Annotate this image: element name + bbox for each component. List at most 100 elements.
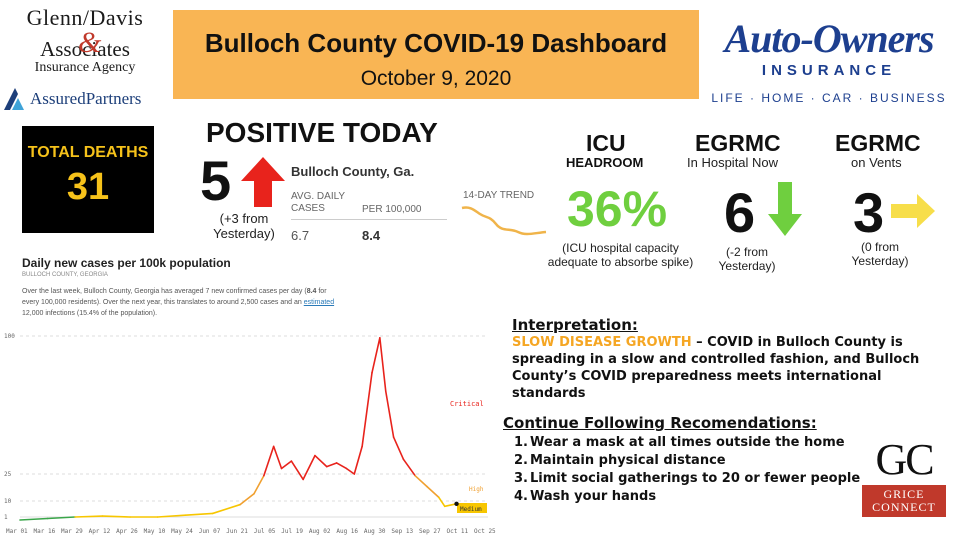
- y-tick-label: 25: [4, 471, 12, 478]
- x-tick-label: Sep 27: [419, 528, 441, 535]
- series-segment: [211, 503, 242, 515]
- series-segment: [156, 514, 186, 518]
- avg-daily-cases-value: 6.7: [291, 228, 310, 243]
- series-segment: [280, 460, 293, 470]
- hospital-title: EGRMC: [695, 130, 781, 156]
- chart-title: Daily new cases per 100k population: [22, 256, 231, 270]
- series-segment: [426, 485, 440, 499]
- list-item: 3. Limit social gatherings to 20 or fewer…: [514, 471, 861, 486]
- series-segment: [19, 517, 49, 521]
- positive-today-title: POSITIVE TODAY: [206, 117, 438, 148]
- series-segment: [402, 458, 417, 477]
- logo-line-3: Insurance Agency: [34, 60, 136, 75]
- x-tick-label: May 10: [144, 528, 166, 535]
- trend-label: 14-DAY TREND: [463, 190, 535, 201]
- threshold-label: Critical: [450, 400, 484, 408]
- total-deaths-value: 31: [66, 166, 110, 208]
- x-tick-label: Aug 30: [364, 528, 386, 535]
- grice-line-2: CONNECT: [872, 500, 936, 514]
- series-segment: [74, 515, 104, 518]
- cases-chart: 1 10 25 100 Critical High Medium Mar 01 Mar 16 Ma…: [4, 333, 496, 535]
- vents-title: EGRMC: [835, 130, 921, 156]
- dashboard-date: October 9, 2020: [360, 67, 512, 90]
- icu-note: (ICU hospital capacity adequate to absor…: [547, 241, 694, 269]
- logo-line-4: AssuredPartners: [30, 89, 142, 108]
- recommendations-title: Continue Following Recomendations:: [503, 414, 817, 432]
- grice-line-1: GRICE: [883, 487, 925, 501]
- hospital-value: 6: [724, 181, 756, 244]
- avg-daily-cases-header: AVG. DAILY CASES: [291, 191, 345, 214]
- x-tick-label: Oct 25: [474, 528, 496, 535]
- x-tick-label: Sep 13: [391, 528, 413, 535]
- series-segment: [438, 496, 446, 508]
- series-segment: [392, 436, 405, 461]
- x-tick-label: Jun 21: [226, 528, 248, 535]
- positive-today-change: (+3 from Yesterday): [213, 211, 275, 241]
- glenn-davis-logo: Glenn/Davis & Associates Insurance Agenc…: [4, 6, 166, 110]
- x-tick-label: Apr 26: [116, 528, 138, 535]
- series-segment: [335, 462, 348, 470]
- series-segment: [384, 390, 395, 438]
- series-segment: [345, 467, 356, 475]
- series-segment: [184, 512, 214, 517]
- series-segment: [253, 475, 265, 495]
- auto-owners-logo: Auto-Owners INSURANCE LIFE · HOME · CAR …: [700, 18, 958, 108]
- current-point: [454, 501, 459, 507]
- x-tick-label: Mar 01: [6, 528, 28, 535]
- x-tick-label: Aug 16: [336, 528, 358, 535]
- series-segment: [325, 462, 338, 468]
- series-segment: [263, 445, 275, 477]
- series-segment: [379, 337, 387, 392]
- county-name: Bulloch County, Ga.: [291, 164, 415, 179]
- threshold-badge: [457, 503, 487, 513]
- x-tick-label: Apr 12: [89, 528, 111, 535]
- estimated-link[interactable]: estimated: [303, 299, 335, 306]
- y-tick-label: 10: [4, 498, 12, 505]
- assured-partners-icon: [4, 88, 24, 110]
- x-tick-label: Jul 05: [254, 528, 276, 535]
- series-segment: [101, 515, 131, 518]
- icu-subtitle: HEADROOM: [566, 155, 644, 170]
- y-tick-label: 1: [4, 514, 8, 521]
- chart-description: Over the last week, Bulloch County, Geor…: [22, 288, 335, 317]
- logo-ampersand: &: [78, 26, 102, 59]
- series-segment: [414, 475, 428, 488]
- recommendations-list: 1. Wear a mask at all times outside the h…: [514, 434, 860, 506]
- series-segment: [314, 454, 328, 468]
- chart-subtitle: BULLOCH COUNTY, GEORGIA: [22, 272, 108, 278]
- x-tick-label: Aug 02: [309, 528, 331, 535]
- icu-headroom-value: 36%: [567, 181, 668, 237]
- x-tick-label: Jul 19: [281, 528, 303, 535]
- series-segment: [46, 516, 76, 520]
- series-segment: [361, 371, 373, 448]
- hospital-change: (-2 from Yesterday): [718, 245, 776, 273]
- series-segment: [290, 460, 304, 481]
- threshold-label: High: [469, 486, 484, 493]
- positive-today-value: 5: [200, 149, 232, 212]
- vents-value: 3: [853, 181, 885, 244]
- list-item: 4. Wash your hands: [514, 489, 657, 504]
- grice-mark: GC: [875, 435, 934, 484]
- vents-subtitle: on Vents: [851, 155, 902, 170]
- stats-divider: [291, 219, 447, 220]
- grice-connect-logo: GC GRICE CONNECT: [862, 437, 946, 521]
- series-segment: [371, 337, 381, 374]
- auto-owners-name: Auto-Owners: [724, 16, 934, 61]
- x-tick-label: Mar 29: [61, 528, 83, 535]
- x-tick-label: May 24: [171, 528, 193, 535]
- auto-owners-tagline: LIFE · HOME · CAR · BUSINESS: [711, 91, 947, 105]
- x-tick-label: Oct 11: [446, 528, 468, 535]
- y-tick-label: 100: [4, 333, 15, 340]
- arrow-right-icon: [891, 194, 935, 228]
- total-deaths-card: TOTAL DEATHS 31: [22, 126, 154, 233]
- threshold-label: Medium: [460, 506, 482, 513]
- logo-line-1: Glenn/Davis: [26, 5, 144, 30]
- interpretation-title: Interpretation:: [512, 316, 638, 334]
- total-deaths-label: TOTAL DEATHS: [27, 144, 149, 161]
- per-100k-header: PER 100,000: [362, 204, 422, 215]
- arrow-down-icon: [768, 182, 802, 236]
- series-segment: [272, 445, 283, 470]
- title-banner: Bulloch County COVID-19 Dashboard Octobe…: [173, 10, 699, 99]
- per-100k-value: 8.4: [362, 228, 381, 243]
- x-tick-label: Mar 16: [34, 528, 56, 535]
